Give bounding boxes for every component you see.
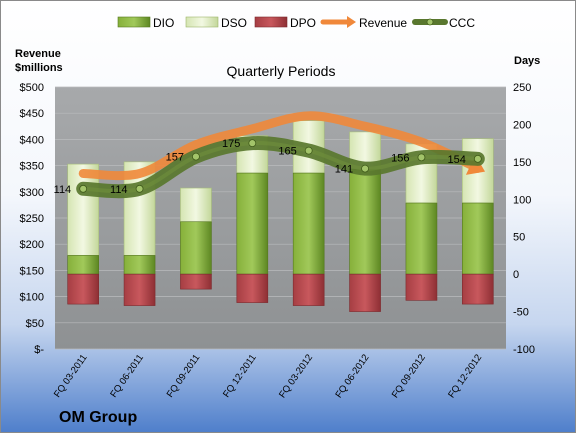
legend: DIO DSO DPO Revenue CCC	[117, 16, 475, 30]
bar-dio	[349, 169, 381, 275]
bar-dpo	[236, 273, 269, 303]
x-tick-label: FQ 06-2012	[333, 352, 371, 400]
legend-swatch-dso	[185, 16, 219, 28]
legend-swatch-ccc-marker	[426, 18, 434, 26]
ccc-data-label: 114	[54, 184, 72, 196]
x-tick-label: FQ 03-2012	[277, 352, 315, 400]
y-left-title-line1: Revenue	[15, 48, 61, 60]
legend-swatch-dio	[117, 16, 151, 28]
company-name: OM Group	[59, 409, 137, 426]
ccc-data-label: 157	[166, 152, 184, 164]
y-right-tick-label: 150	[513, 157, 531, 169]
y-right-tick-labels: 250 200 150 100 50 0 -50 -100	[513, 82, 535, 356]
bar-dso	[180, 187, 212, 223]
y-left-tick-label: $150	[20, 265, 44, 277]
ccc-marker	[417, 153, 426, 162]
y-right-tick-label: 200	[513, 119, 531, 131]
y-left-tick-label: $350	[20, 161, 44, 173]
y-right-tick-label: 0	[513, 269, 519, 281]
bar-dio	[462, 202, 494, 275]
bar-dpo	[67, 273, 99, 305]
y-right-tick-label: 100	[513, 194, 531, 206]
ccc-line-highlight	[81, 141, 480, 194]
y-left-tick-label: $300	[20, 187, 44, 199]
y-right-tick-label: -100	[513, 344, 535, 356]
bar-dpo	[292, 273, 325, 306]
y-left-tick-label: $200	[20, 239, 44, 251]
y-left-tick-label: $250	[20, 213, 44, 225]
legend-swatch-revenue-head	[347, 16, 356, 28]
ccc-marker	[135, 184, 144, 193]
legend-label-dso: DSO	[221, 16, 247, 30]
ccc-marker	[473, 154, 482, 163]
bar-dio	[123, 255, 156, 275]
ccc-data-labels: 114 114 157 175 165 141 156 154	[54, 138, 466, 196]
series-lines	[76, 111, 486, 199]
ccc-marker	[361, 164, 369, 173]
bars	[67, 120, 494, 312]
y-left-tick-label: $450	[20, 108, 44, 120]
y-right-tick-label: 250	[513, 82, 531, 94]
y-left-title-line2: $millions	[15, 62, 63, 74]
legend-label-dpo: DPO	[290, 16, 316, 30]
bar-dio	[236, 172, 269, 275]
bar-dio	[180, 221, 212, 275]
legend-label-dio: DIO	[153, 16, 174, 30]
bar-dio	[292, 172, 325, 275]
chart-title: Quarterly Periods	[227, 63, 336, 79]
bar-dpo	[349, 273, 381, 312]
x-tick-label: FQ 09-2012	[390, 352, 428, 400]
bar-dpo	[180, 273, 212, 290]
legend-label-ccc: CCC	[449, 16, 475, 30]
revenue-line	[78, 111, 483, 181]
ccc-data-label: 156	[391, 152, 409, 164]
x-tick-label: FQ 09-2011	[165, 352, 203, 399]
ccc-data-label: 165	[278, 146, 296, 158]
ccc-marker	[304, 146, 313, 155]
ccc-marker	[248, 139, 257, 148]
ccc-data-label: 114	[110, 184, 128, 196]
x-tick-labels: FQ 03-2011 FQ 06-2011 FQ 09-2011 FQ 12-2011…	[52, 352, 484, 400]
y-left-tick-label: $50	[26, 318, 44, 330]
ccc-data-label: 141	[335, 164, 353, 176]
bar-dpo	[462, 273, 494, 305]
x-tick-label: FQ 12-2011	[221, 352, 259, 399]
x-tick-label: FQ 06-2011	[108, 352, 146, 399]
legend-label-revenue: Revenue	[359, 16, 407, 30]
ccc-marker	[192, 152, 200, 161]
y-right-tick-label: -50	[513, 307, 529, 319]
y-left-tick-label: $-	[34, 344, 44, 356]
bar-dpo	[123, 273, 156, 306]
y-left-tick-label: $100	[20, 292, 44, 304]
x-tick-label: FQ 03-2011	[52, 352, 90, 399]
y-left-tick-labels: $500 $450 $400 $350 $300 $250 $200 $150 $100 $50 $…	[20, 82, 45, 356]
ccc-marker	[79, 184, 88, 193]
y-left-tick-label: $500	[20, 82, 44, 94]
y-right-title: Days	[514, 55, 540, 67]
bar-dio	[405, 202, 438, 275]
legend-swatch-dpo	[254, 16, 288, 28]
ccc-data-label: 175	[222, 138, 240, 150]
bar-dpo	[405, 273, 438, 301]
y-left-tick-label: $400	[20, 134, 44, 146]
ccc-data-label: 154	[447, 154, 465, 166]
x-tick-label: FQ 12-2012	[446, 352, 484, 400]
bar-dio	[67, 255, 99, 275]
y-right-tick-label: 50	[513, 232, 525, 244]
